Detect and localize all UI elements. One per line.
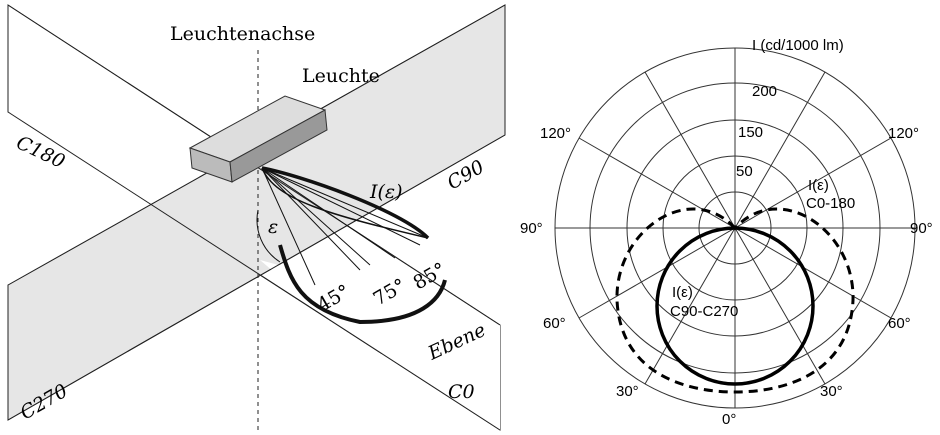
radial-label: 200 [752,83,777,100]
planes [7,4,506,432]
angle-label: 60° [888,315,911,332]
angle-label: 90° [520,220,543,237]
angle-label: 30° [616,383,639,400]
luminaire-label: Leuchte [302,65,380,87]
angle-label: 90° [910,220,933,237]
intensity-label: I(ε) [369,181,403,203]
curve-label: C0-180 [806,195,855,212]
angle-label: ε [268,216,278,238]
radial-label: 150 [738,124,763,141]
angle-label: 30° [820,383,843,400]
axis-label: Leuchtenachse [170,23,315,45]
curve-label: I(ε) [672,284,693,301]
luminaire [188,95,328,183]
curve-label: I(ε) [808,177,829,194]
angle-label: 0° [722,411,736,428]
angle-label: 120° [888,125,919,142]
rays [256,166,447,325]
unit-label: I (cd/1000 lm) [752,37,844,54]
plane-label: C0 [448,381,475,403]
polar-curves [615,207,855,394]
angle-label: 60° [543,315,566,332]
radial-label: 50 [736,163,753,180]
angle-label: 120° [540,125,571,142]
curve-label: C90-C270 [670,303,738,320]
